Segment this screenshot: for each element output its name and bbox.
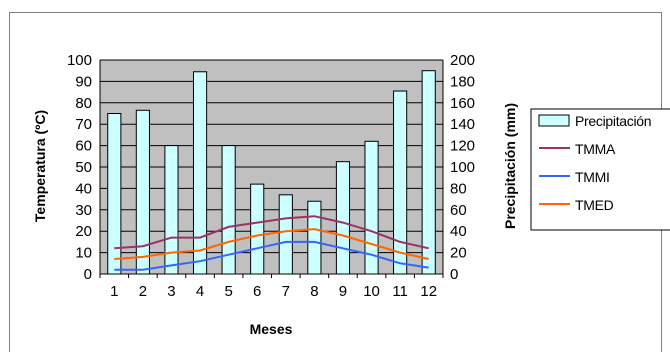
x-axis-ticks: 1 2 3 4 5 6 7 8 9 10 11 12 — [110, 283, 437, 300]
series-line — [114, 228, 429, 260]
precipitation-bar — [393, 90, 408, 275]
y-tick-label: 0 — [84, 266, 92, 283]
legend-label: TMMI — [575, 169, 610, 185]
precipitation-bars — [107, 70, 436, 275]
x-tick-label: 2 — [139, 283, 147, 300]
x-axis-title: Meses — [250, 321, 293, 337]
legend-label: TMMA — [575, 141, 616, 157]
x-tick-label: 12 — [420, 283, 437, 300]
y2-tick-label: 60 — [450, 202, 467, 219]
y-tick-label: 90 — [75, 73, 92, 90]
x-tick-label: 11 — [392, 283, 408, 300]
left-axis-ticks: 0 10 20 30 40 50 60 70 80 90 100 — [67, 52, 92, 283]
precipitation-bar — [250, 183, 265, 275]
x-tick-label: 4 — [196, 283, 204, 300]
x-tick-label: 9 — [339, 283, 347, 300]
x-tick-label: 10 — [363, 283, 380, 300]
y2-tick-label: 0 — [450, 266, 458, 283]
y2-tick-label: 100 — [450, 159, 475, 176]
y2-tick-label: 80 — [450, 180, 467, 197]
y2-tick-label: 180 — [450, 73, 475, 90]
y-tick-label: 70 — [75, 116, 92, 133]
x-tick-label: 1 — [110, 283, 118, 300]
y-tick-label: 30 — [75, 202, 92, 219]
y2-tick-label: 200 — [450, 52, 475, 69]
y2-tick-label: 20 — [450, 245, 467, 262]
y2-tick-label: 140 — [450, 116, 475, 133]
x-tick-label: 8 — [310, 283, 318, 300]
y-tick-label: 100 — [67, 52, 92, 69]
y-tick-label: 50 — [75, 159, 92, 176]
x-tick-label: 5 — [224, 283, 232, 300]
series-line — [114, 215, 429, 250]
legend-label: Precipitación — [575, 113, 651, 129]
x-tick-label: 3 — [167, 283, 175, 300]
y-tick-label: 60 — [75, 138, 92, 155]
right-axis-ticks: 0 20 40 60 80 100 120 140 160 180 200 — [450, 52, 475, 283]
x-tick-label: 7 — [282, 283, 290, 300]
y2-axis-title: Precipitación (mm) — [502, 103, 518, 229]
y2-tick-label: 160 — [450, 95, 475, 112]
precipitation-bar — [164, 145, 179, 275]
gridlines — [99, 59, 444, 278]
series-line — [114, 240, 429, 271]
precipitation-bar — [364, 140, 379, 275]
precipitation-bar — [135, 109, 150, 275]
y2-tick-label: 40 — [450, 223, 467, 240]
y-tick-label: 40 — [75, 180, 92, 197]
legend-label: TMED — [575, 197, 614, 213]
x-tick-label: 6 — [253, 283, 261, 300]
precipitation-bar — [192, 71, 208, 275]
precipitation-bar — [107, 113, 122, 275]
precipitation-bar — [421, 70, 436, 275]
temperature-lines — [114, 215, 429, 271]
y-tick-label: 20 — [75, 223, 92, 240]
precipitation-bar — [307, 200, 322, 275]
legend: Precipitación TMMA TMMI TMED — [530, 108, 670, 231]
y-axis-title: Temperatura (ºC) — [32, 110, 48, 222]
precipitation-bar — [335, 161, 351, 275]
legend-swatch-bar — [538, 114, 570, 127]
precipitation-bar — [278, 194, 293, 275]
y-tick-label: 10 — [75, 245, 92, 262]
y-tick-label: 80 — [75, 95, 92, 112]
y2-tick-label: 120 — [450, 138, 475, 155]
